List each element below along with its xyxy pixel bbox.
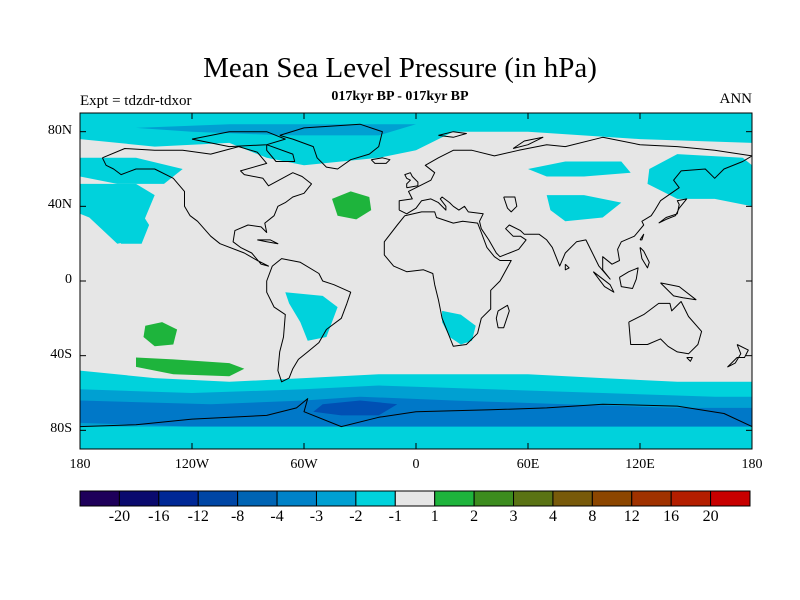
season-label: ANN [719, 91, 753, 107]
colorbar-swatch-14 [631, 490, 672, 507]
coastline-sri-lanka [564, 263, 570, 271]
colorbar-label-2: -12 [187, 508, 209, 525]
colorbar-label-8: 1 [430, 508, 439, 525]
colorbar-label-15: 20 [702, 508, 719, 525]
colorbar-swatch-9 [434, 490, 475, 507]
colorbar-label-3: -8 [230, 508, 245, 525]
anomaly-region-5 [528, 161, 631, 177]
anomaly-region-14 [80, 426, 752, 449]
coastline-australia [628, 301, 703, 355]
colorbar-swatch-8 [394, 490, 436, 507]
lat-tick-label-4: 80S [50, 421, 72, 437]
colorbar-swatch-0 [79, 490, 120, 507]
experiment-label: Expt = tdzdr-tdxor [80, 93, 192, 109]
coastline-taiwan [639, 233, 645, 241]
coastline-south-america [266, 258, 352, 383]
colorbar-swatch-5 [276, 490, 317, 507]
coastline-novaya-zemlya [512, 136, 544, 149]
anomaly-region-8 [442, 310, 476, 345]
colorbar-label-10: 3 [509, 508, 518, 525]
colorbar-label-6: -2 [349, 508, 363, 525]
anomaly-region-7 [285, 292, 338, 341]
anomaly-region-16 [143, 322, 178, 347]
lon-tick-label-6: 180 [741, 457, 763, 472]
coastlines [80, 123, 752, 428]
coastline-greenland [279, 123, 383, 170]
coastline-madagascar [495, 304, 510, 329]
colorbar-swatch-6 [315, 490, 357, 507]
colorbar-label-11: 4 [548, 508, 557, 525]
colorbar-label-1: -16 [148, 508, 170, 525]
colorbar-label-0: -20 [108, 508, 131, 525]
axis-ticks [79, 113, 753, 449]
colorbar-label-12: 8 [588, 508, 597, 525]
colorbar-swatch-11 [513, 490, 554, 507]
coastline-africa [383, 211, 512, 347]
anomaly-region-6 [546, 195, 622, 222]
lon-tick-label-1: 120W [174, 457, 210, 472]
map-title: Mean Sea Level Pressure (in hPa) [203, 52, 597, 84]
coastline-new-zealand [727, 344, 749, 368]
lon-tick-label-3: 0 [412, 457, 420, 472]
anomaly-region-11 [136, 124, 416, 136]
anomaly-region-17 [136, 357, 245, 377]
coastline-eurasia [398, 136, 752, 280]
lat-tick-label-1: 40N [47, 197, 72, 213]
colorbar-swatch-13 [591, 490, 633, 507]
coastline-tasmania [686, 357, 693, 362]
coastline-sumatra [592, 271, 615, 293]
lat-tick-label-0: 80N [47, 122, 72, 138]
coastline-philippines [639, 247, 650, 269]
coastline-svalbard [438, 131, 467, 138]
colorbar-label-5: -3 [309, 508, 324, 525]
colorbar-swatch-4 [237, 490, 278, 507]
lon-tick-label-2: 60W [290, 457, 318, 472]
coastline-japan [658, 198, 688, 224]
coastline-baffin-island [266, 144, 296, 162]
coastline-cuba [257, 239, 279, 245]
colorbar-swatch-7 [355, 490, 396, 507]
colorbar-swatch-10 [473, 490, 515, 507]
map-subtitle: 017kyr BP - 017kyr BP [331, 89, 469, 104]
colorbar-label-13: 12 [623, 508, 640, 525]
lon-tick-label-4: 60E [516, 457, 540, 472]
colorbar-swatch-2 [158, 490, 199, 507]
lon-tick-label-5: 120E [625, 457, 655, 472]
coastline-new-guinea [660, 282, 697, 301]
coastline-caspian-sea [503, 196, 518, 213]
anomaly-region-13 [313, 400, 398, 416]
lon-tick-label-0: 180 [69, 457, 91, 472]
anomaly-region-4 [647, 154, 752, 207]
lat-tick-label-3: 40S [50, 346, 72, 362]
colorbar-label-4: -4 [270, 508, 284, 525]
anomaly-region-15 [332, 191, 372, 220]
lat-tick-label-2: 0 [65, 272, 72, 287]
colorbar-swatch-3 [197, 490, 239, 507]
colorbar-label-14: 16 [663, 508, 680, 525]
colorbar-label-9: 2 [470, 508, 479, 525]
colorbar-swatch-16 [710, 490, 751, 507]
coastline-great-britain [404, 172, 419, 189]
coastline-arctic-islands [191, 131, 286, 148]
anomaly-region-3 [113, 210, 150, 244]
colorbar-swatch-15 [670, 490, 712, 507]
colorbar [79, 490, 751, 507]
coastline-iceland [370, 157, 391, 164]
coastline-borneo [619, 267, 639, 289]
coastline-antarctica [80, 398, 752, 428]
coastline-north-america [101, 146, 312, 267]
colorbar-label-7: -1 [388, 508, 402, 525]
colorbar-swatch-12 [552, 490, 593, 507]
colorbar-swatch-1 [118, 490, 160, 507]
